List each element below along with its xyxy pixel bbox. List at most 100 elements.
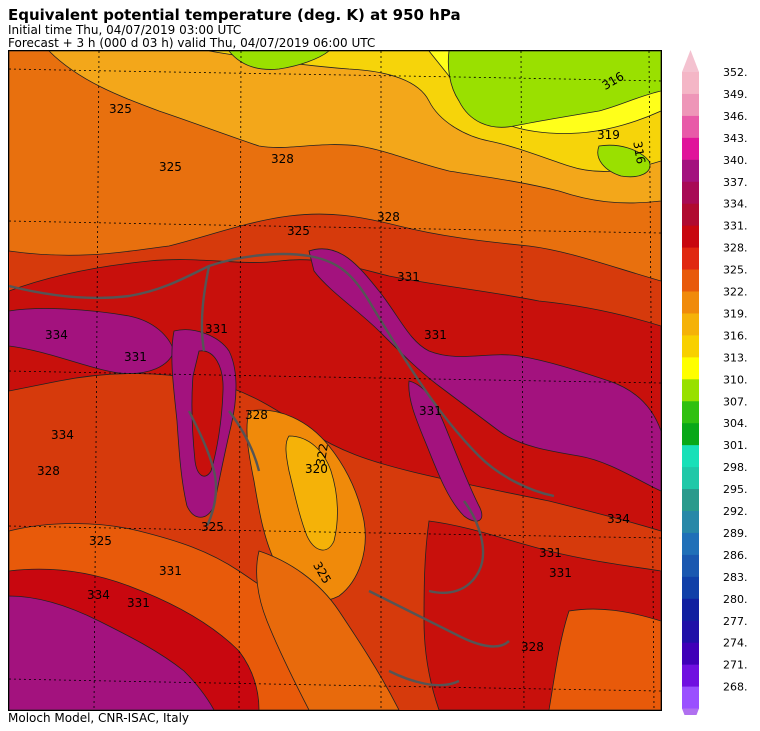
colorbar-swatch (682, 511, 699, 534)
colorbar-bottom-arrow (682, 708, 699, 715)
field-adriatic-magenta (308, 248, 661, 492)
field-tyrrhenian-orange-light (285, 435, 338, 551)
colorbar-label: 301. (723, 439, 748, 452)
colorbar-swatch (682, 532, 699, 556)
colorbar-label: 328. (723, 242, 748, 255)
colorbar-label: 346. (723, 110, 748, 123)
contour-label: 325 (109, 102, 132, 116)
colorbar-label: 274. (723, 637, 748, 650)
colorbar-label: 295. (723, 483, 748, 496)
colorbar-label: 307. (723, 395, 748, 408)
contour-label: 320 (305, 462, 328, 476)
colorbar-swatch (682, 137, 699, 161)
colorbar-label: 352. (723, 66, 748, 79)
colorbar-swatch (682, 159, 699, 183)
contour-label: 331 (205, 322, 228, 336)
colorbar-swatch (682, 423, 699, 446)
colorbar-swatch (682, 620, 699, 644)
contour-label: 328 (521, 640, 544, 654)
colorbar-label: 319. (723, 307, 748, 320)
initial-time-text: Initial time Thu, 04/07/2019 03:00 UTC (8, 23, 242, 37)
colorbar-label: 337. (723, 176, 748, 189)
contour-label: 331 (539, 546, 562, 560)
theta-e-map: 325 325 328 328 331 331 334 331 331 320 … (8, 50, 662, 711)
colorbar-label: 277. (723, 615, 748, 628)
colorbar-label: 286. (723, 549, 748, 562)
field-central-red (9, 259, 661, 532)
footer-credit: Moloch Model, CNR-ISAC, Italy (8, 711, 190, 725)
colorbar-label: 331. (723, 220, 748, 233)
contour-label: 328 (377, 210, 400, 224)
colorbar-swatch (682, 401, 699, 424)
colorbar-swatch (682, 554, 699, 578)
contour-label: 328 (271, 152, 294, 166)
field-green-ne (447, 51, 661, 128)
colorbar-label: 292. (723, 505, 748, 518)
colorbar-label: 334. (723, 198, 748, 211)
contour-label: 325 (201, 520, 224, 534)
colorbar-swatch (682, 664, 699, 688)
contour-label: 331 (424, 328, 447, 342)
colorbar-swatch (682, 335, 699, 358)
contour-label: 331 (549, 566, 572, 580)
colorbar-swatch (682, 247, 699, 271)
colorbar-swatch (682, 72, 699, 95)
forecast-valid-text: Forecast + 3 h (000 d 03 h) valid Thu, 0… (8, 36, 376, 50)
colorbar-label: 298. (723, 461, 748, 474)
colorbar-swatch (682, 489, 699, 512)
field-southwest-magenta (9, 595, 215, 710)
colorbar-swatch (682, 576, 699, 600)
contour-label: 331 (124, 350, 147, 364)
colorbar-label: 340. (723, 154, 748, 167)
coastline (9, 252, 555, 687)
contour-label: 334 (45, 328, 68, 342)
colorbar-swatch (682, 467, 699, 490)
colorbar-label: 316. (723, 329, 748, 342)
colorbar-swatch (682, 115, 699, 139)
contour-label: 316 (630, 140, 648, 165)
contour-label: 328 (245, 408, 268, 422)
colorbar-swatch (682, 313, 699, 336)
colorbar-label: 268. (723, 681, 748, 694)
map-title: Equivalent potential temperature (deg. K… (8, 6, 461, 24)
field-apennine-magenta (408, 380, 483, 522)
field-south-orange (256, 550, 400, 710)
colorbar-swatch (682, 269, 699, 292)
contour-label: 322 (313, 442, 331, 467)
colorbar-label: 289. (723, 527, 748, 540)
colorbar-swatch (682, 291, 699, 314)
contour-label: 325 (89, 534, 112, 548)
colorbar-label: 304. (723, 417, 748, 430)
field-corsica-red (191, 350, 224, 477)
colorbar-swatch (682, 379, 699, 402)
graticule (9, 51, 661, 710)
contour-label: 328 (37, 464, 60, 478)
contour-label: 331 (159, 564, 182, 578)
field-southeast-orange (548, 608, 661, 710)
colorbar-label: 325. (723, 264, 748, 277)
colorbar-swatch (682, 181, 699, 205)
colorbar-swatch (682, 445, 699, 468)
contour-label: 331 (127, 596, 150, 610)
colorbar-swatch (682, 225, 699, 249)
colorbar-label: 310. (723, 373, 748, 386)
colorbar-swatch (682, 686, 699, 710)
colorbar-label: 280. (723, 593, 748, 606)
colorbar-label: 343. (723, 132, 748, 145)
colorbar-label: 283. (723, 571, 748, 584)
field-green-east (597, 144, 651, 178)
contour-label: 334 (607, 512, 630, 526)
colorbar-swatch (682, 642, 699, 666)
field-green-nw (228, 51, 330, 70)
colorbar-label: 271. (723, 659, 748, 672)
colorbar-label: 349. (723, 88, 748, 101)
colorbar-label: 322. (723, 286, 748, 299)
contour-label: 331 (419, 404, 442, 418)
contour-label: 325 (287, 224, 310, 238)
contour-label: 334 (51, 428, 74, 442)
colorbar-swatch (682, 357, 699, 380)
contour-label: 334 (87, 588, 110, 602)
colorbar-swatch (682, 203, 699, 227)
colorbar-top-arrow (682, 50, 699, 72)
contour-label: 319 (597, 128, 620, 142)
